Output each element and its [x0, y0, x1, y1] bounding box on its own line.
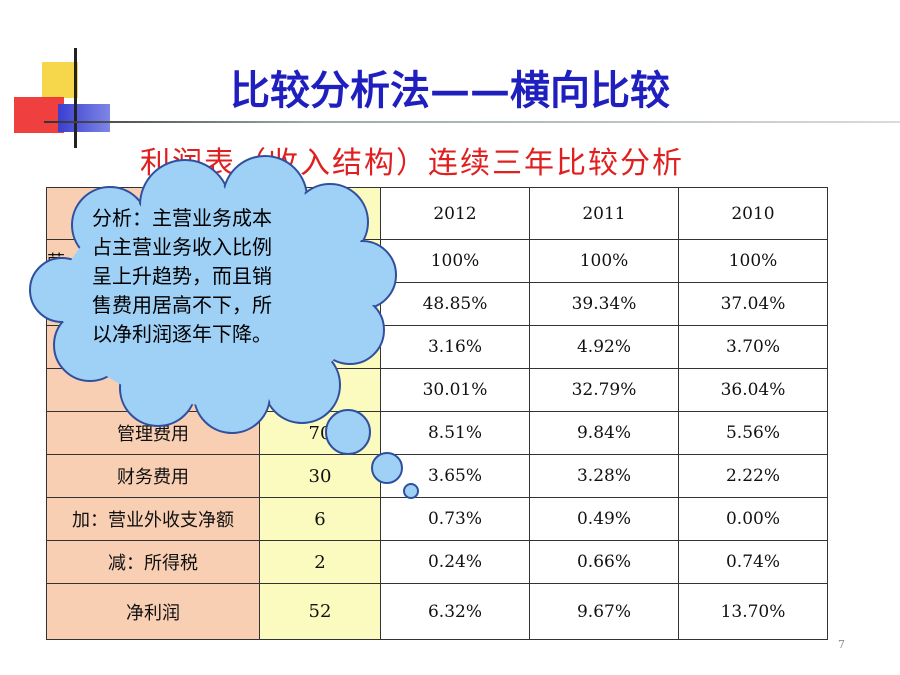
- decor-yellow-square: [42, 62, 78, 98]
- callout-line: 占主营业务收入比例: [92, 235, 272, 259]
- row-item: 净利润: [46, 583, 260, 640]
- page-number: 7: [838, 638, 845, 651]
- table-row: 加：营业外收支净额 6 0.73% 0.49% 0.00%: [46, 497, 828, 541]
- row-2010: 100%: [678, 239, 828, 283]
- row-amount: 30: [259, 454, 381, 498]
- table-row: 减：所得税 2 0.24% 0.66% 0.74%: [46, 540, 828, 584]
- row-2010: 13.70%: [678, 583, 828, 640]
- decor-vertical-line: [74, 48, 77, 148]
- decor-blue-rectangle: [58, 104, 110, 132]
- row-amount: 6: [259, 497, 381, 541]
- row-2011: 100%: [529, 239, 679, 283]
- row-item: 加：营业外收支净额: [46, 497, 260, 541]
- row-amount: 52: [259, 583, 381, 640]
- row-2012: 3.16%: [380, 325, 530, 369]
- row-2011: 0.49%: [529, 497, 679, 541]
- row-2012: 100%: [380, 239, 530, 283]
- callout-text: 分析：主营业务成本 占主营业务收入比例 呈上升趋势，而且销 售费用居高不下，所 …: [92, 204, 342, 349]
- row-2010: 37.04%: [678, 282, 828, 326]
- row-2010: 0.74%: [678, 540, 828, 584]
- cloud-tail-bubble: [325, 409, 371, 455]
- header-year-2010: 2010: [678, 187, 828, 240]
- row-2011: 3.28%: [529, 454, 679, 498]
- header-year-2012: 2012: [380, 187, 530, 240]
- table-row: 净利润 52 6.32% 9.67% 13.70%: [46, 583, 828, 640]
- row-2010: 5.56%: [678, 411, 828, 455]
- cloud-tail-bubble: [403, 483, 419, 499]
- callout-line: 售费用居高不下，所: [92, 293, 272, 317]
- row-2012: 6.32%: [380, 583, 530, 640]
- callout-line: 分析：主营业务成本: [92, 206, 272, 230]
- row-2010: 3.70%: [678, 325, 828, 369]
- row-item: 减：所得税: [46, 540, 260, 584]
- header-year-2011: 2011: [529, 187, 679, 240]
- row-amount: 2: [259, 540, 381, 584]
- row-2010: 2.22%: [678, 454, 828, 498]
- decor-red-rectangle: [14, 97, 64, 133]
- slide-title: 比较分析法——横向比较: [230, 67, 670, 114]
- row-2011: 4.92%: [529, 325, 679, 369]
- row-2010: 0.00%: [678, 497, 828, 541]
- callout-line: 呈上升趋势，而且销: [92, 264, 272, 288]
- title-underline: [44, 121, 900, 123]
- row-2011: 9.67%: [529, 583, 679, 640]
- cloud-tail-bubble: [371, 452, 403, 484]
- row-2011: 39.34%: [529, 282, 679, 326]
- callout-line: 以净利润逐年下降。: [92, 322, 272, 346]
